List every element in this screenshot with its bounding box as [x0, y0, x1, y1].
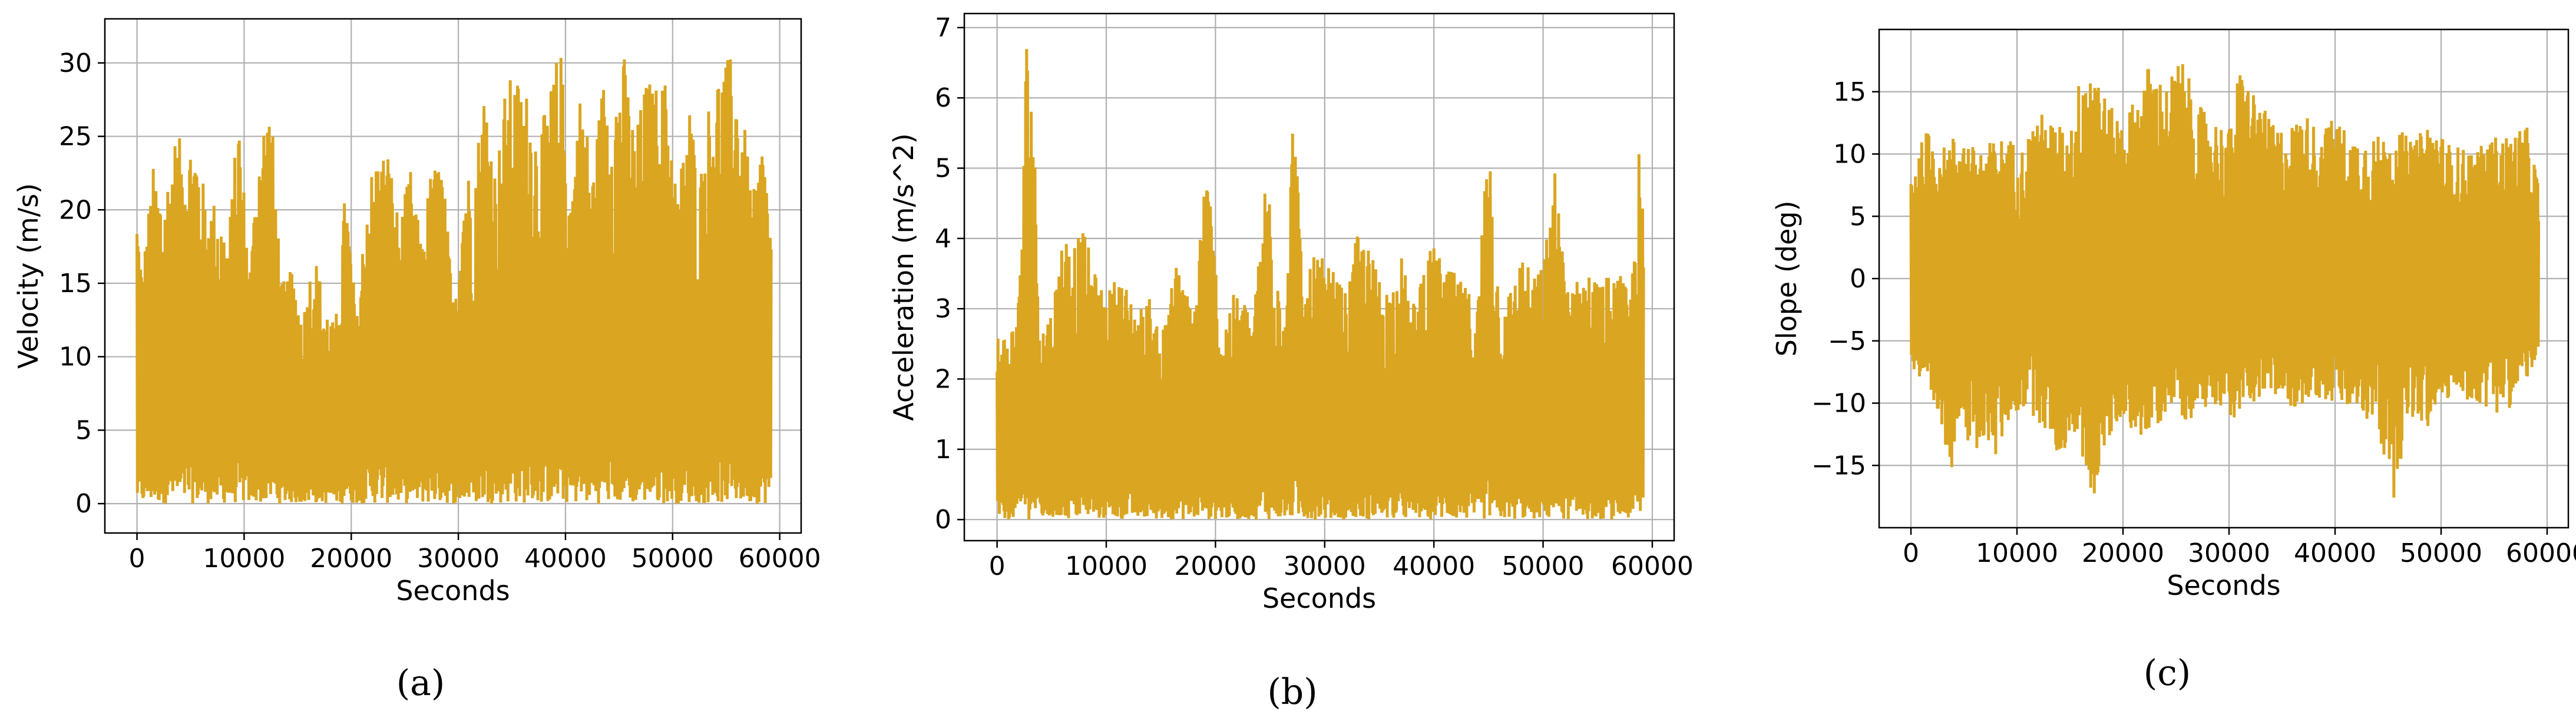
- series-line: [135, 58, 773, 504]
- x-tick-label: 50000: [1502, 551, 1585, 581]
- x-tick-label: 50000: [2400, 538, 2482, 568]
- y-tick-label: 20: [59, 195, 92, 225]
- x-tick-label: 30000: [2188, 538, 2270, 568]
- y-tick-label: 5: [935, 154, 951, 184]
- chart-panel-c: 0 10000 20000 30000 40000 50000 60000 −15 −10 −5 0…: [1771, 28, 2576, 694]
- y-tick-label: 25: [59, 122, 92, 152]
- y-axis-label: Velocity (m/s): [12, 183, 44, 369]
- x-tick-label: 20000: [310, 544, 392, 574]
- y-tick-label: 1: [935, 435, 951, 465]
- y-tick-label: 15: [59, 269, 92, 299]
- x-tick-label: 30000: [417, 544, 500, 574]
- x-tick-label: 20000: [2082, 538, 2164, 568]
- y-tick-label: 7: [935, 13, 951, 43]
- axes-frame: [104, 18, 802, 534]
- y-tick-label: −5: [1828, 326, 1866, 356]
- x-tick-label: 50000: [631, 544, 714, 574]
- y-tick-label: 6: [935, 83, 951, 113]
- y-tick-label: 10: [1833, 140, 1866, 170]
- y-tick-label: 0: [75, 489, 92, 519]
- axes-frame: [963, 12, 1675, 542]
- y-tick-label: 5: [75, 415, 92, 445]
- y-tick-label: 0: [1850, 264, 1866, 294]
- y-tick-label: 2: [935, 365, 951, 395]
- y-axis-label: Slope (deg): [1771, 201, 1803, 357]
- x-tick-label: 40000: [524, 544, 607, 574]
- y-axis-label: Acceleration (m/s^2): [888, 133, 920, 421]
- y-tick-label: 10: [59, 342, 92, 372]
- y-tick-label: 0: [935, 505, 951, 535]
- x-tick-label: 20000: [1174, 551, 1256, 581]
- panel-caption: (c): [2144, 653, 2191, 694]
- x-tick-label: 60000: [1611, 551, 1694, 581]
- x-tick-label: 60000: [739, 544, 821, 574]
- x-axis-label: Seconds: [2167, 570, 2280, 601]
- y-tick-label: 15: [1833, 77, 1866, 107]
- series-line: [1909, 64, 2541, 498]
- x-axis-label: Seconds: [396, 575, 510, 607]
- panel-caption: (a): [396, 663, 445, 704]
- chart-panel-a: 0 10000 20000 30000 40000 50000 60000 0 5 10 15 20 2…: [12, 18, 821, 704]
- y-tick-label: 5: [1850, 201, 1866, 231]
- chart-panel-b: 0 10000 20000 30000 40000 50000 60000 0 1 2 3 4 5 6 7 S…: [888, 12, 1694, 713]
- x-tick-label: 60000: [2506, 538, 2576, 568]
- x-tick-label: 10000: [1976, 538, 2058, 568]
- x-tick-label: 10000: [203, 544, 285, 574]
- series-line: [996, 49, 1645, 520]
- x-axis-label: Seconds: [1262, 582, 1376, 614]
- x-tick-label: 10000: [1065, 551, 1148, 581]
- x-tick-label: 40000: [2294, 538, 2376, 568]
- y-tick-label: −15: [1811, 451, 1866, 481]
- x-tick-label: 0: [989, 551, 1006, 581]
- y-tick-label: 3: [935, 294, 951, 324]
- x-tick-label: 0: [129, 544, 146, 574]
- x-tick-label: 40000: [1393, 551, 1475, 581]
- y-tick-label: 30: [59, 48, 92, 78]
- y-tick-label: 4: [935, 224, 951, 254]
- x-tick-label: 30000: [1284, 551, 1366, 581]
- panel-caption: (b): [1267, 671, 1317, 713]
- y-tick-label: −10: [1811, 389, 1866, 419]
- x-tick-label: 0: [1903, 538, 1919, 568]
